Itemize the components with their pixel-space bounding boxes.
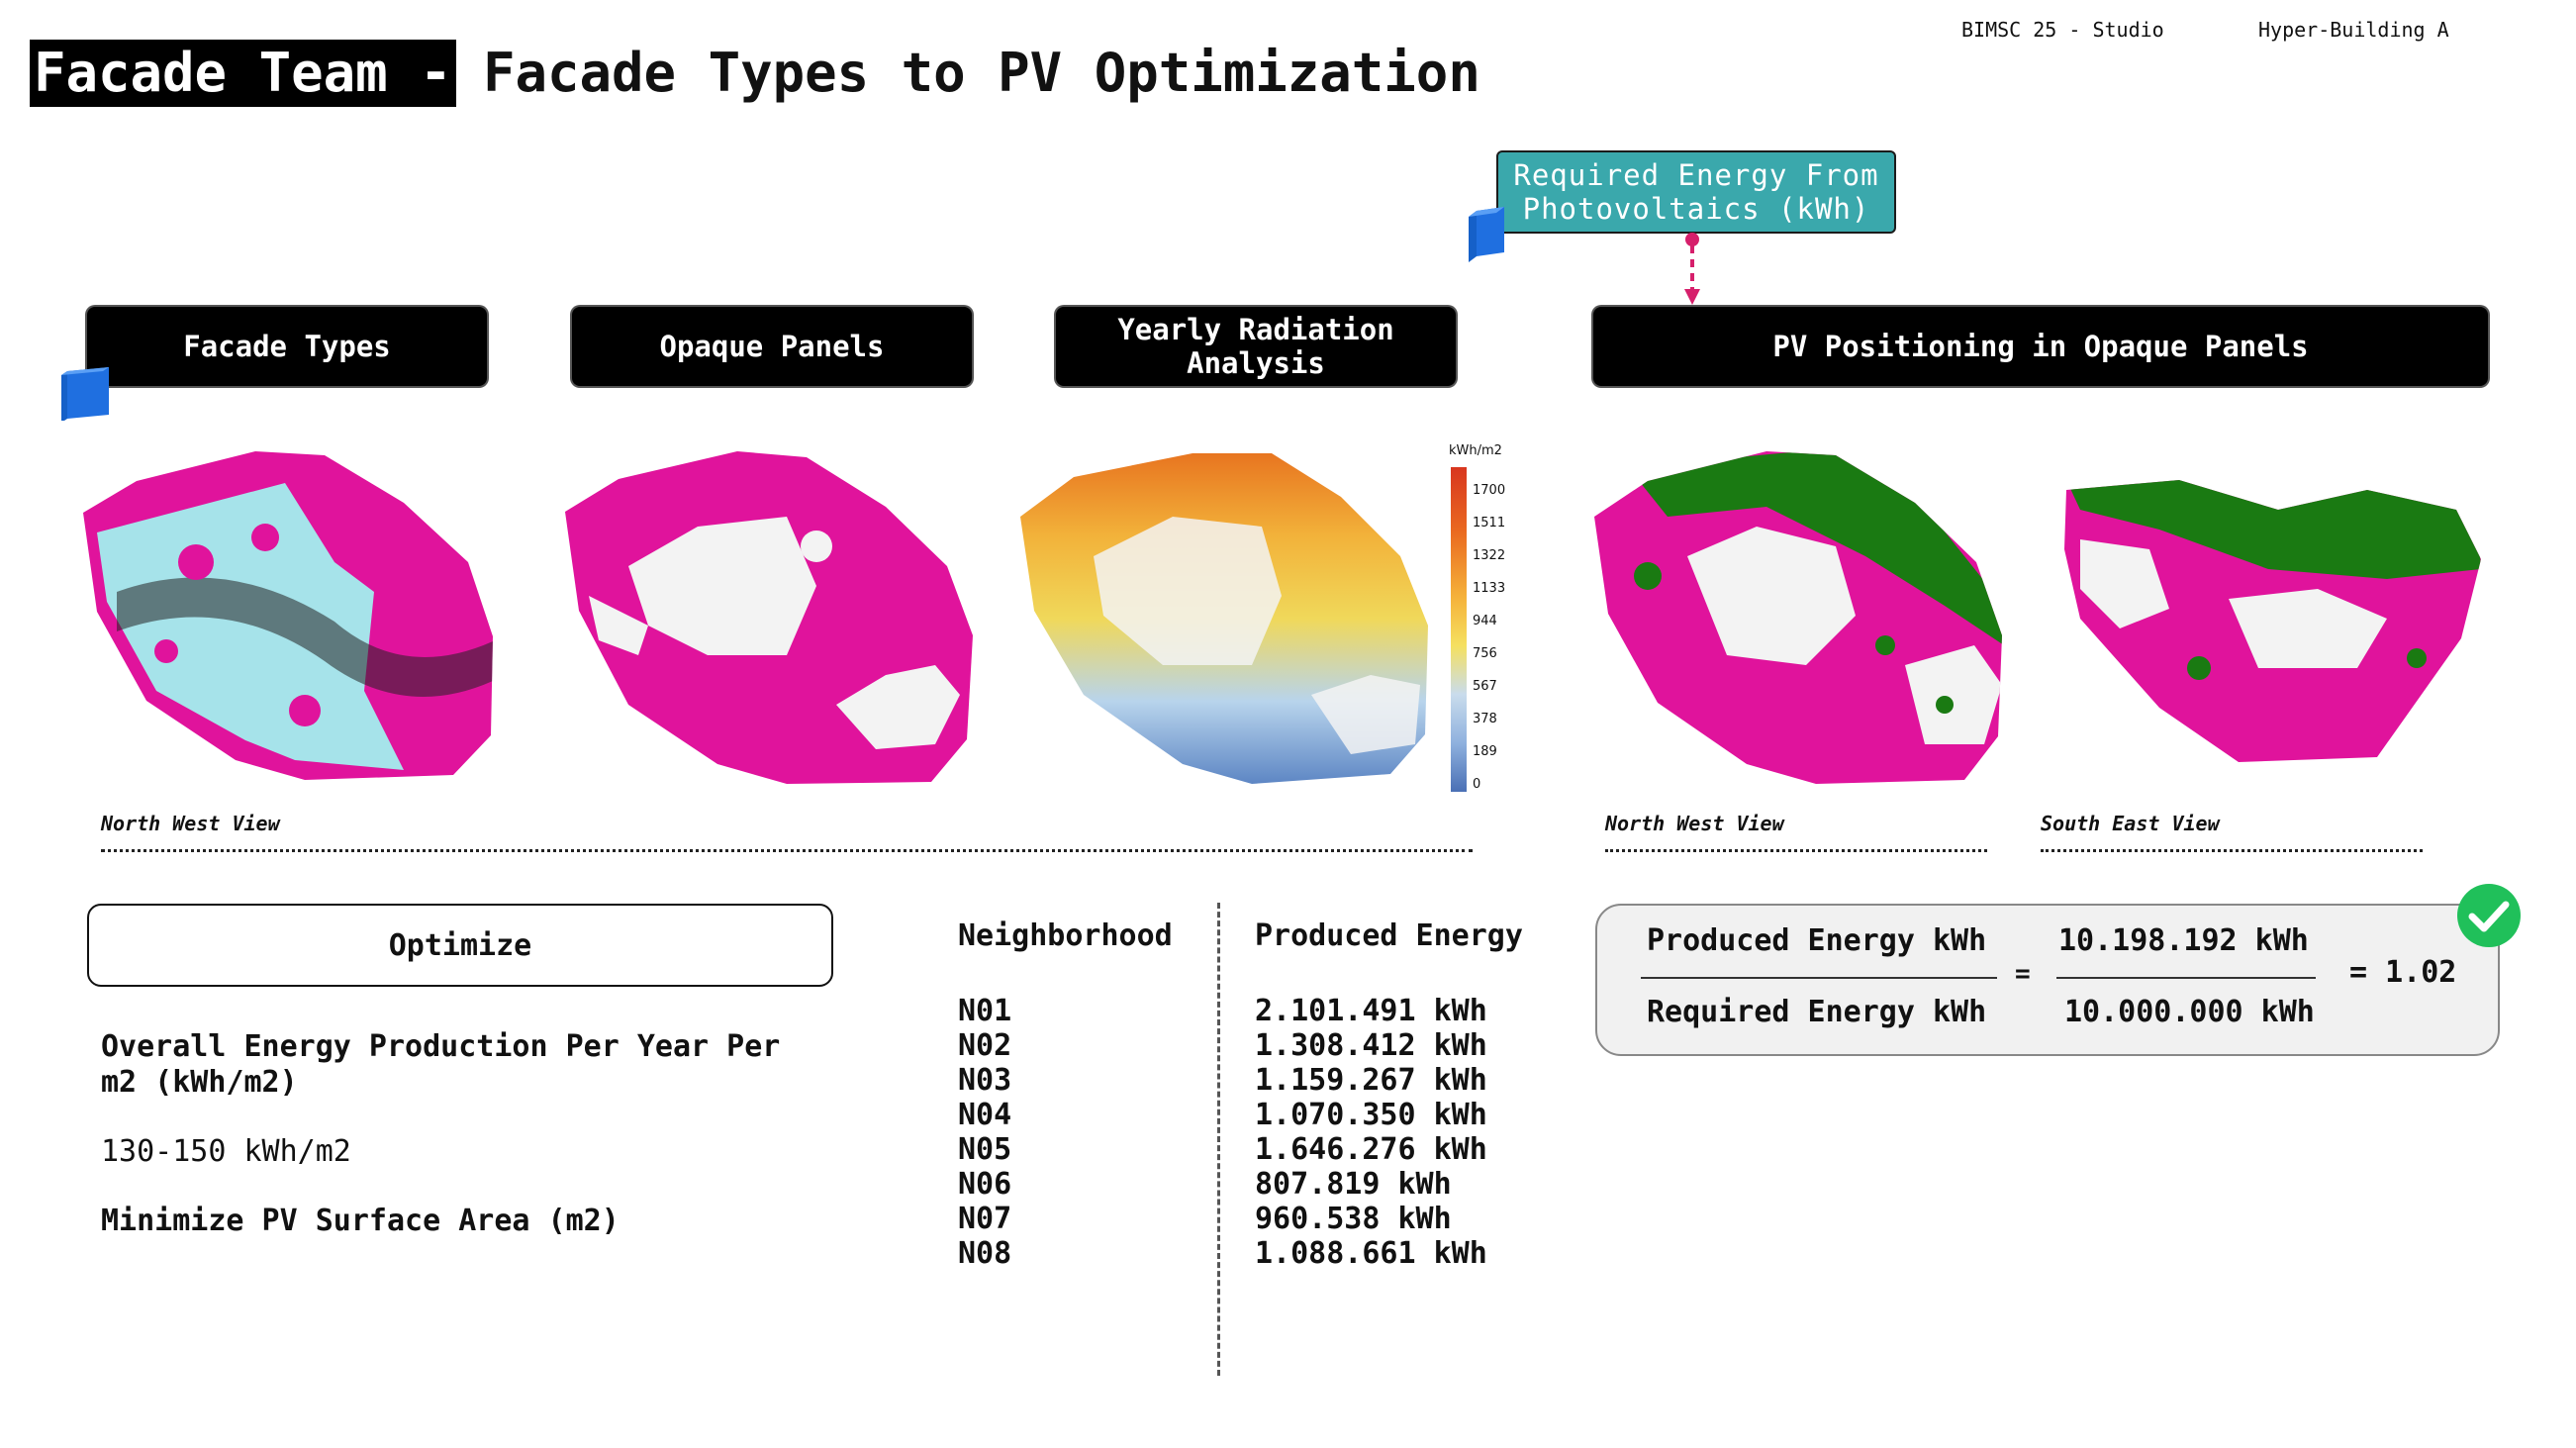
objective-text: Overall Energy Production Per Year Per m… <box>101 1029 781 1100</box>
legend-tick: 756 <box>1473 646 1497 661</box>
legend-tick: 567 <box>1473 679 1497 694</box>
legend-tick: 1133 <box>1473 581 1506 596</box>
step-pv-positioning: PV Positioning in Opaque Panels <box>1593 307 2488 386</box>
column-produced-energy: Produced Energy <box>1255 918 1523 953</box>
check-icon <box>2457 884 2521 947</box>
list-item: N01 <box>958 994 1012 1028</box>
equals-sign: = <box>2015 959 2031 989</box>
caption-pv-north-west: North West View <box>1605 812 1784 835</box>
step-radiation-analysis: Yearly Radiation Analysis <box>1056 307 1456 386</box>
fraction-line <box>1641 977 1997 979</box>
pv-south-east-render <box>2064 480 2481 762</box>
ratio-numerator-label: Produced Energy kWh <box>1647 923 1987 958</box>
course-label: BIMSC 25 - Studio <box>1961 18 2164 42</box>
caption-pv-south-east: South East View <box>2041 812 2220 835</box>
legend-tick: 378 <box>1473 712 1497 726</box>
legend-tick: 1700 <box>1473 483 1506 498</box>
title-highlight: Facade Team - <box>30 40 456 107</box>
cube-icon <box>1469 207 1504 262</box>
step-opaque-panels: Opaque Panels <box>572 307 972 386</box>
list-item: 2.101.491 kWh <box>1255 994 1487 1028</box>
radiation-analysis-render <box>1020 453 1428 784</box>
legend-tick: 1511 <box>1473 516 1506 531</box>
list-item: N03 <box>958 1063 1012 1098</box>
fraction-line <box>2056 977 2316 979</box>
legend-tick: 0 <box>1473 777 1481 792</box>
legend-tick: 189 <box>1473 744 1497 759</box>
required-energy-callout: Required Energy From Photovoltaics (kWh) <box>1496 150 1896 234</box>
list-item: N02 <box>958 1028 1012 1063</box>
list-item: N05 <box>958 1132 1012 1167</box>
optimize-button[interactable]: Optimize <box>87 904 833 987</box>
divider-dotted <box>1605 849 1987 852</box>
list-item: N07 <box>958 1202 1012 1236</box>
minimize-text: Minimize PV Surface Area (m2) <box>101 1204 620 1238</box>
list-item: N08 <box>958 1236 1012 1271</box>
ratio-result: = 1.02 <box>2349 955 2457 990</box>
cube-icon <box>61 367 109 421</box>
energy-ratio-panel: Produced Energy kWh Required Energy kWh … <box>1595 904 2500 1056</box>
energy-range: 130-150 kWh/m2 <box>101 1134 351 1169</box>
dashed-arrow <box>1684 233 1700 305</box>
list-item: 960.538 kWh <box>1255 1202 1452 1236</box>
list-item: 1.308.412 kWh <box>1255 1028 1487 1063</box>
pv-north-west-render <box>1594 451 2002 784</box>
ratio-denominator-label: Required Energy kWh <box>1647 995 1987 1029</box>
ratio-denominator-value: 10.000.000 kWh <box>2064 995 2315 1029</box>
divider-dotted <box>2041 849 2423 852</box>
energy-list: 2.101.491 kWh 1.308.412 kWh 1.159.267 kW… <box>1255 994 1487 1271</box>
column-neighborhood: Neighborhood <box>958 918 1173 953</box>
legend-tick: 1322 <box>1473 548 1506 563</box>
divider-dotted <box>101 849 1473 852</box>
page-title: Facade Types to PV Optimization <box>483 42 1480 104</box>
facade-types-render <box>83 451 493 780</box>
step-facade-types: Facade Types <box>87 307 487 386</box>
list-item: N06 <box>958 1167 1012 1202</box>
project-label: Hyper-Building A <box>2258 18 2449 42</box>
table-divider <box>1217 903 1220 1376</box>
legend-tick: 944 <box>1473 614 1497 628</box>
legend-color-bar <box>1451 467 1467 792</box>
list-item: N04 <box>958 1098 1012 1132</box>
legend-unit: kWh/m2 <box>1449 443 1502 458</box>
list-item: 1.070.350 kWh <box>1255 1098 1487 1132</box>
list-item: 1.646.276 kWh <box>1255 1132 1487 1167</box>
ratio-numerator-value: 10.198.192 kWh <box>2058 923 2309 958</box>
caption-north-west: North West View <box>101 812 280 835</box>
neighborhood-list: N01 N02 N03 N04 N05 N06 N07 N08 <box>958 994 1011 1271</box>
list-item: 1.159.267 kWh <box>1255 1063 1487 1098</box>
list-item: 1.088.661 kWh <box>1255 1236 1487 1271</box>
opaque-panels-render <box>565 451 973 784</box>
list-item: 807.819 kWh <box>1255 1167 1452 1202</box>
